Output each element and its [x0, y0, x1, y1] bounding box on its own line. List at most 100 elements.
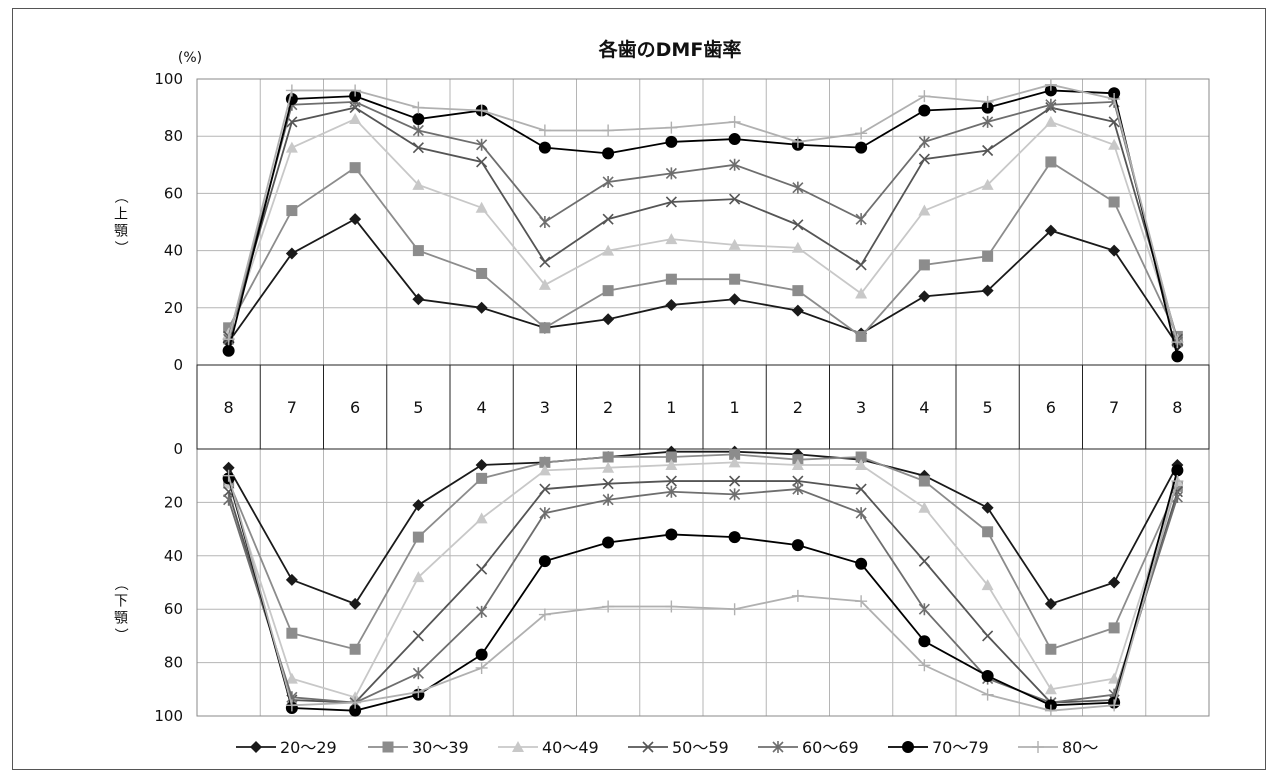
upper-y-axis-label: （ 上顎）	[112, 190, 128, 255]
upper-point-3039	[539, 322, 551, 334]
upper-point-80	[538, 124, 551, 137]
lower-line-5059	[227, 480, 1179, 704]
lower-point-80	[791, 589, 804, 602]
lower-point-80	[222, 469, 235, 482]
upper-point-2029	[791, 304, 804, 317]
upper-point-80	[791, 135, 804, 148]
lower-point-4049	[728, 456, 741, 468]
lower-point-3039	[476, 472, 488, 484]
lower-point-3039	[1045, 643, 1057, 655]
upper-point-4049	[981, 178, 994, 190]
legend-marker-80	[1032, 741, 1044, 753]
lower-point-5059	[602, 478, 614, 490]
upper-y-tick-label: 20	[164, 299, 183, 317]
upper-point-4049	[918, 204, 931, 216]
chart-title: 各歯のDMF歯率	[598, 38, 742, 61]
lower-point-80	[665, 600, 678, 613]
lower-point-2029	[1108, 576, 1121, 589]
lower-point-2029	[412, 499, 425, 512]
category-label: 2	[793, 398, 803, 417]
lower-point-6069	[412, 667, 424, 680]
lower-line-2029	[227, 450, 1179, 605]
lower-point-5059	[729, 475, 741, 487]
lower-point-80	[538, 608, 551, 621]
y-axis-label-char: （	[112, 577, 128, 591]
lower-point-7079	[475, 648, 488, 661]
upper-point-3039	[602, 285, 614, 297]
tooth-category-row: 8 7 6 5 4 3 2 1 1 2 3 4 5 6 7 8	[196, 364, 1210, 450]
lower-point-7079	[855, 557, 868, 570]
upper-point-6069	[665, 167, 677, 180]
category-label: 3	[856, 398, 866, 417]
legend-label-80: 80〜	[1062, 738, 1098, 757]
category-label: 7	[1109, 398, 1119, 417]
upper-point-6069	[602, 175, 614, 188]
upper-point-5059	[412, 142, 424, 154]
category-label: 6	[350, 398, 360, 417]
lower-line-4049	[227, 461, 1179, 699]
y-ticks: 0 0 20 20 40 40 60 60 80 80 100 100	[154, 70, 183, 725]
lower-point-6069	[918, 603, 930, 616]
y-axis-label-char: （	[112, 190, 128, 204]
lower-point-80	[918, 659, 931, 672]
upper-point-2029	[349, 213, 362, 226]
upper-y-tick-label: 40	[164, 242, 183, 260]
lower-point-5059	[855, 483, 867, 495]
lower-point-4049	[918, 501, 931, 513]
upper-point-3039	[349, 162, 361, 174]
upper-point-2029	[981, 284, 994, 297]
upper-point-4049	[412, 178, 425, 190]
upper-point-4049	[602, 244, 615, 256]
lower-line-7079	[227, 470, 1179, 712]
upper-point-80	[918, 90, 931, 103]
upper-point-3039	[412, 245, 424, 257]
legend-label-6069: 60〜69	[802, 738, 859, 757]
upper-point-3039	[982, 250, 994, 262]
upper-point-5059	[918, 153, 930, 165]
upper-point-4049	[728, 238, 741, 250]
y-axis-label-char: 上	[114, 207, 128, 223]
upper-point-6069	[412, 124, 424, 137]
upper-point-2029	[918, 290, 931, 303]
upper-point-80	[1108, 93, 1121, 106]
upper-line-4049	[227, 117, 1179, 340]
upper-point-6069	[476, 138, 488, 151]
upper-point-80	[222, 333, 235, 346]
lower-point-3039	[602, 451, 614, 463]
lower-point-80	[412, 685, 425, 698]
upper-point-5059	[982, 144, 994, 157]
category-label: 5	[413, 398, 423, 417]
upper-line-7079	[227, 89, 1179, 357]
lower-point-4049	[791, 459, 804, 471]
upper-point-80	[412, 101, 425, 114]
lower-point-2029	[349, 597, 362, 610]
lower-point-3039	[349, 643, 361, 655]
lower-point-4049	[665, 459, 678, 471]
lower-point-3039	[729, 448, 741, 460]
lower-point-4049	[981, 579, 994, 591]
upper-point-80	[1171, 336, 1184, 349]
lower-point-6069	[792, 483, 804, 496]
legend-label-4049: 40〜49	[542, 738, 599, 757]
upper-point-6069	[539, 216, 551, 228]
lower-series	[222, 445, 1184, 717]
lower-point-80	[602, 600, 615, 613]
upper-line-6069	[227, 100, 1179, 343]
lower-point-3039	[982, 526, 994, 538]
upper-y-tick-label: 60	[164, 184, 183, 202]
lower-point-5059	[539, 483, 551, 495]
lower-point-4049	[855, 459, 868, 471]
upper-point-80	[349, 84, 362, 97]
lower-point-6069	[665, 485, 677, 498]
upper-y-tick-label: 0	[173, 356, 183, 374]
lower-point-4049	[602, 461, 615, 473]
upper-point-5059	[665, 196, 677, 208]
upper-point-6069	[729, 158, 741, 171]
upper-point-7079	[1171, 350, 1184, 363]
lower-point-7079	[665, 528, 678, 541]
lower-point-7079	[1171, 464, 1184, 477]
lower-point-80	[1171, 475, 1184, 488]
lower-point-6069	[729, 488, 741, 501]
upper-point-3039	[918, 259, 930, 271]
